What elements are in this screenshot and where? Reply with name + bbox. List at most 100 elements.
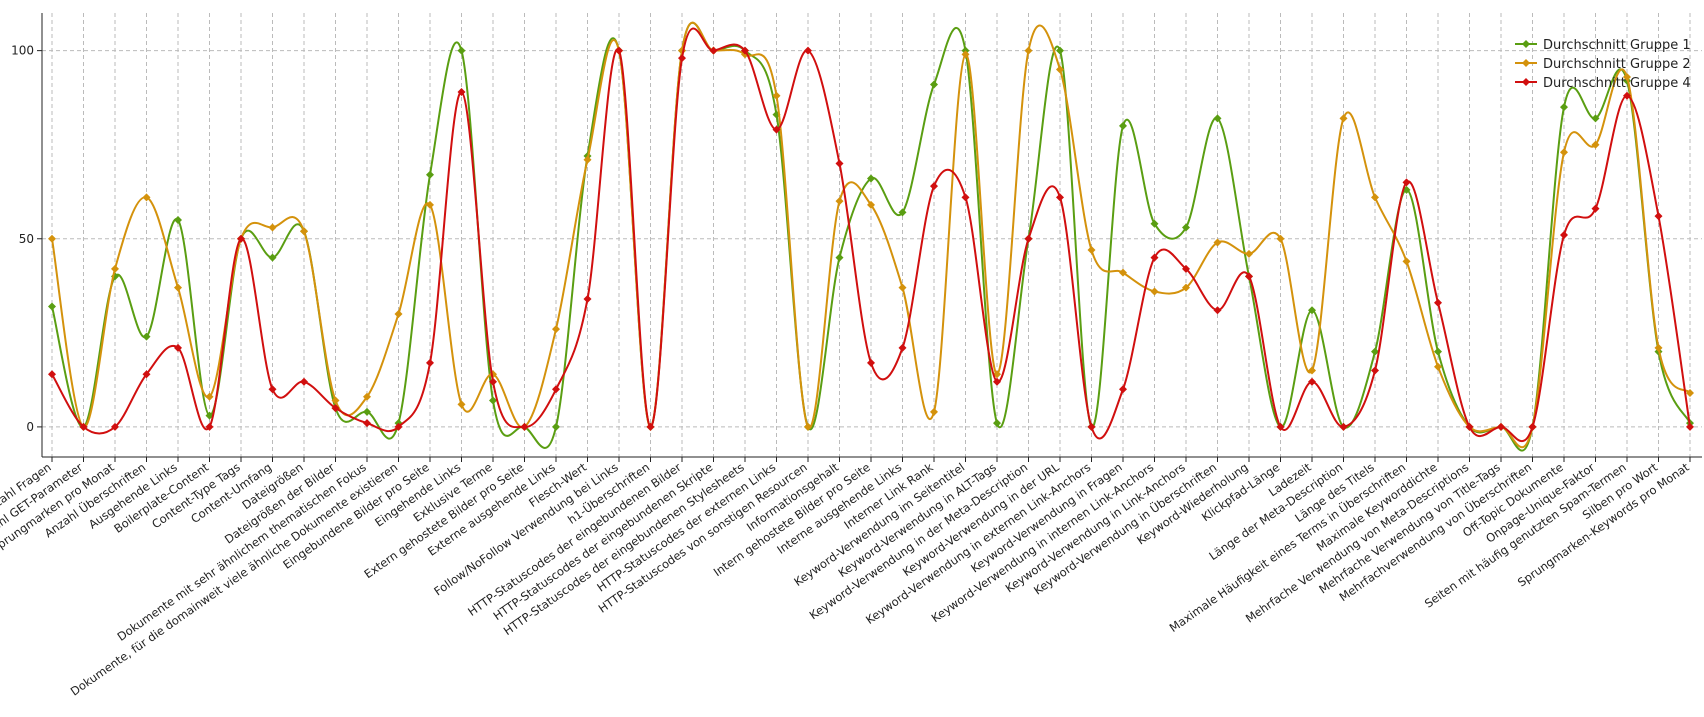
point bbox=[205, 422, 214, 431]
point bbox=[520, 422, 529, 431]
point bbox=[1402, 257, 1411, 266]
point bbox=[142, 332, 151, 341]
point bbox=[678, 54, 686, 63]
point bbox=[1686, 389, 1694, 398]
point bbox=[804, 422, 812, 431]
point bbox=[552, 325, 560, 334]
point bbox=[394, 422, 403, 431]
point bbox=[1245, 272, 1253, 281]
point bbox=[205, 411, 214, 420]
point bbox=[615, 46, 623, 55]
point bbox=[426, 170, 434, 179]
legend-label: Durchschnitt Gruppe 4 bbox=[1543, 76, 1691, 91]
point bbox=[552, 385, 560, 394]
point bbox=[1560, 148, 1568, 157]
point bbox=[1308, 306, 1316, 315]
point bbox=[583, 155, 592, 164]
point bbox=[48, 370, 56, 379]
point bbox=[646, 422, 655, 431]
point bbox=[79, 422, 88, 431]
point bbox=[1591, 204, 1600, 213]
legend-marker bbox=[1522, 59, 1530, 67]
point bbox=[1276, 234, 1285, 243]
point bbox=[1024, 234, 1033, 243]
point bbox=[268, 253, 277, 262]
point bbox=[1056, 65, 1064, 74]
point bbox=[1150, 287, 1159, 296]
point bbox=[1654, 343, 1663, 352]
point bbox=[867, 200, 875, 209]
point bbox=[930, 407, 938, 416]
point bbox=[1371, 193, 1379, 202]
point bbox=[898, 208, 907, 217]
point bbox=[1213, 114, 1222, 123]
point bbox=[1119, 385, 1127, 394]
point bbox=[1119, 121, 1127, 130]
point bbox=[583, 294, 592, 303]
point bbox=[1371, 347, 1379, 356]
point bbox=[1371, 366, 1379, 375]
point bbox=[867, 358, 875, 367]
point bbox=[174, 215, 182, 224]
point bbox=[1182, 264, 1190, 273]
point bbox=[1182, 283, 1190, 292]
point bbox=[363, 392, 371, 401]
point bbox=[1150, 253, 1159, 262]
point bbox=[1182, 223, 1190, 232]
y-tick-label: 0 bbox=[26, 420, 34, 434]
point bbox=[1276, 422, 1285, 431]
point bbox=[898, 343, 907, 352]
point bbox=[1087, 422, 1096, 431]
point bbox=[394, 310, 403, 319]
point bbox=[1591, 140, 1600, 149]
point bbox=[111, 264, 119, 273]
point bbox=[552, 422, 560, 431]
point bbox=[1339, 422, 1348, 431]
point bbox=[1497, 422, 1505, 431]
point bbox=[1686, 422, 1694, 431]
plot bbox=[48, 21, 1694, 452]
point bbox=[1434, 298, 1442, 307]
point bbox=[1560, 231, 1568, 239]
point bbox=[142, 193, 151, 202]
point bbox=[961, 193, 970, 202]
point bbox=[709, 46, 718, 55]
point bbox=[426, 358, 434, 367]
point bbox=[457, 46, 466, 55]
point bbox=[1623, 72, 1631, 81]
point bbox=[205, 392, 214, 401]
point bbox=[1024, 46, 1033, 55]
point bbox=[174, 283, 182, 292]
point bbox=[1308, 377, 1316, 386]
point bbox=[772, 91, 781, 100]
point bbox=[363, 407, 371, 416]
point bbox=[835, 159, 844, 168]
point bbox=[930, 80, 938, 89]
point bbox=[993, 419, 1001, 428]
point bbox=[457, 88, 466, 97]
point bbox=[1528, 422, 1537, 431]
point bbox=[1591, 114, 1600, 123]
point bbox=[1465, 422, 1474, 431]
point bbox=[174, 343, 182, 352]
point bbox=[363, 419, 371, 428]
point bbox=[1087, 246, 1096, 255]
point bbox=[142, 370, 151, 379]
point bbox=[268, 223, 277, 232]
point bbox=[457, 400, 466, 409]
point bbox=[1213, 238, 1222, 247]
point bbox=[1434, 362, 1442, 371]
point bbox=[898, 283, 907, 292]
point bbox=[489, 377, 497, 386]
point bbox=[741, 46, 749, 55]
point bbox=[489, 396, 497, 405]
point bbox=[993, 377, 1001, 386]
point bbox=[930, 182, 938, 191]
legend-marker bbox=[1522, 40, 1530, 48]
y-tick-label: 50 bbox=[19, 232, 34, 246]
point bbox=[1339, 114, 1348, 123]
point bbox=[300, 377, 308, 386]
point bbox=[331, 404, 340, 413]
point bbox=[961, 50, 970, 59]
